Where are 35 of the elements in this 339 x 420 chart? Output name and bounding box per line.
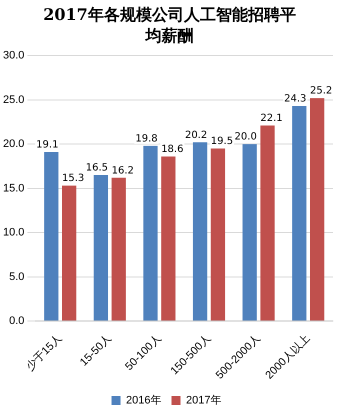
data-label: 19.5 [210,136,234,148]
data-label: 16.2 [112,165,134,176]
data-label: 16.5 [86,162,108,174]
data-label: 24.3 [284,94,306,105]
bar [94,175,108,321]
bar [210,148,226,321]
data-label: 19.8 [135,133,158,144]
y-tick-label: 5.0 [9,270,24,283]
bar [292,106,306,321]
bar [143,146,158,321]
bar [112,178,126,321]
chart-title: 2017年各规模公司人工智能招聘平均薪酬 [42,4,297,46]
data-label: 18.6 [161,144,184,156]
y-tick-label: 15.0 [2,182,24,194]
bar [161,156,176,321]
data-label: 20.2 [184,130,208,141]
y-tick-label: 20.0 [2,138,24,150]
y-tick-label: 10.0 [2,226,24,239]
bar [310,98,324,321]
legend-label: 2017年 [186,394,222,407]
y-tick-label: 30.0 [2,50,24,62]
bar [192,142,208,321]
x-tick-label: 少于15人 [23,332,64,373]
y-tick-label: 25.0 [2,94,24,106]
bar [62,186,76,321]
data-label: 25.2 [310,86,332,97]
bar [260,125,275,321]
data-label: 22.1 [260,113,283,124]
data-label: 19.1 [36,140,58,151]
y-tick-label: 0.0 [9,315,24,328]
bar [44,152,58,321]
data-label: 15.3 [62,173,84,184]
bar [242,144,257,321]
data-label: 20.0 [234,132,257,143]
legend-label: 2016年 [126,394,162,407]
